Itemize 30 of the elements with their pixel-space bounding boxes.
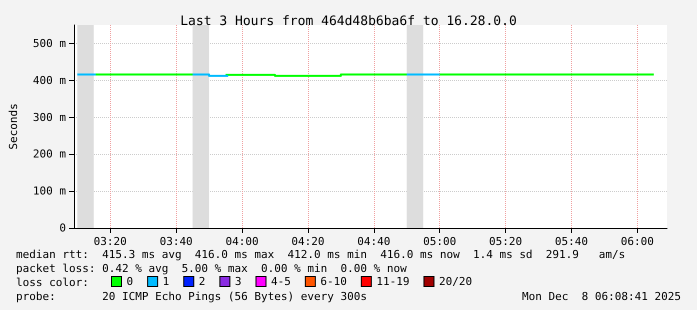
x-tick-label: 06:00: [620, 235, 654, 248]
y-tick-label: 0: [59, 222, 66, 234]
text: probe: 20 ICMP Echo Pings (56 Bytes) every 300s: [16, 290, 367, 303]
y-tick-label: 400 m: [32, 74, 66, 87]
text: Mon Dec 8 06:08:41 2025: [522, 290, 682, 303]
x-tick-label: 05:40: [554, 235, 588, 248]
legend-label: 11-19: [376, 275, 410, 288]
legend-label: 3: [234, 275, 242, 288]
y-tick-label: 100 m: [32, 184, 66, 198]
legend-label: 4-5: [270, 275, 291, 288]
x-tick-label: 05:20: [489, 235, 522, 248]
x-tick-label: 05:00: [423, 235, 456, 248]
legend-label: 1: [162, 275, 170, 288]
legend-label: 6-10: [320, 275, 347, 288]
x-tick-label: 04:00: [225, 235, 259, 248]
legend-label: 20/20: [438, 275, 472, 288]
chart-title: Last 3 Hours from 464d48b6ba6f to 16.28.0.0: [180, 14, 517, 29]
text: median rtt: 415.3 ms avg 416.0 ms max 412.0 ms min 416.0 ms now 1.4 ms sd 291.9 am/s: [16, 248, 626, 261]
x-tick-label: 03:20: [94, 235, 127, 248]
y-axis-title: Seconds: [7, 103, 20, 150]
legend-label: 2: [198, 275, 206, 288]
y-tick-label: 500 m: [32, 36, 66, 50]
x-tick-label: 03:40: [160, 235, 193, 248]
x-tick-label: 04:40: [357, 235, 390, 248]
legend-label: 0: [126, 275, 134, 288]
text: packet loss: 0.42 % avg 5.00 % max 0.00 % min 0.00 % now: [16, 262, 408, 275]
x-tick-label: 04:20: [291, 235, 324, 248]
y-tick-label: 300 m: [32, 110, 66, 124]
legend-title: loss color:: [16, 276, 89, 289]
y-tick-label: 200 m: [32, 148, 66, 161]
